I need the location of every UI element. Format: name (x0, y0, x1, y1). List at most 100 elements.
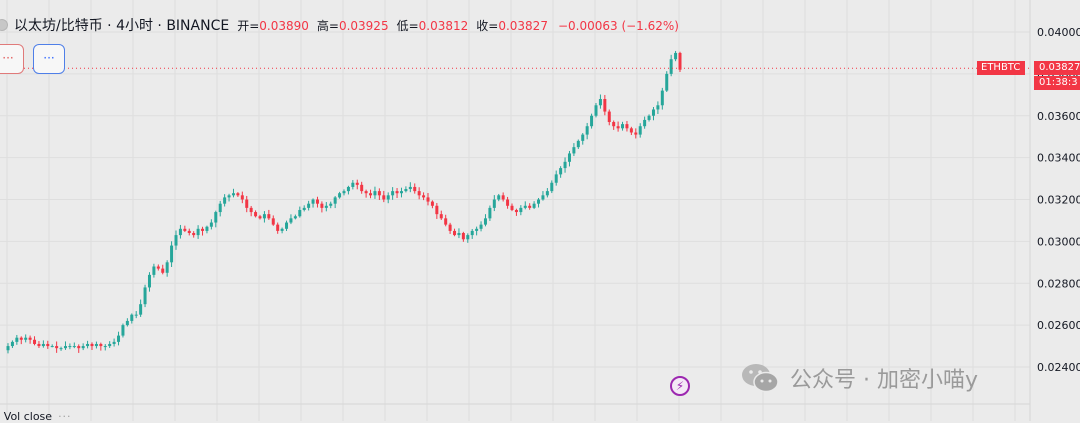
candle-body (201, 228, 205, 231)
candle-body (519, 207, 523, 213)
candle-body (395, 191, 399, 194)
candle-body (267, 214, 271, 219)
volume-label: H Vol close (0, 410, 53, 423)
candle-body (360, 184, 364, 192)
candle-body (669, 59, 673, 74)
symbol-price-tag: ETHBTC (977, 61, 1025, 75)
candle-body (152, 266, 156, 275)
candle-body (541, 195, 545, 200)
price-tick-label: 0.03400 (1037, 152, 1080, 165)
candle-body (28, 337, 32, 340)
candle-body (178, 228, 182, 236)
candle-body (271, 218, 275, 225)
candle-body (338, 193, 342, 198)
candle-body (130, 314, 134, 321)
candle-body (426, 197, 430, 202)
candle-body (479, 224, 483, 229)
candle-body (19, 337, 23, 340)
candle-body (408, 186, 412, 190)
candle-body (24, 337, 28, 340)
candle-body (510, 205, 514, 210)
candle-body (258, 216, 262, 219)
watermark: 公众号 · 加密小喵y (740, 360, 978, 396)
last-price-tag: 0.03827 (1034, 61, 1080, 75)
candle-body (404, 189, 408, 192)
candle-body (545, 191, 549, 196)
candle-body (475, 228, 479, 231)
buy-button[interactable]: ··· (33, 44, 65, 74)
candle-body (46, 343, 50, 347)
candle-body (214, 212, 218, 223)
candle-body (492, 199, 496, 208)
candle-body (506, 199, 510, 206)
candle-body (572, 147, 576, 154)
candle-body (68, 346, 72, 348)
candle-body (108, 343, 112, 347)
candle-body (621, 124, 625, 129)
candle-body (554, 174, 558, 183)
candle-body (537, 199, 541, 204)
candle-body (227, 195, 231, 198)
candle-body (86, 343, 90, 347)
watermark-text: 公众号 · 加密小喵y (790, 368, 978, 393)
candle-body (603, 99, 607, 112)
candle-body (355, 182, 359, 185)
candle-body (550, 182, 554, 192)
candle-body (678, 52, 682, 70)
candle-body (63, 346, 67, 349)
candle-body (559, 168, 563, 175)
lightning-icon[interactable]: ⚡ (670, 376, 690, 396)
candle-body (143, 287, 147, 305)
candle-body (103, 346, 107, 348)
candle-body (417, 191, 421, 196)
volume-legend[interactable]: H Vol close ··· (0, 410, 72, 423)
candle-body (651, 109, 655, 116)
candle-body (643, 119, 647, 127)
candle-body (293, 216, 297, 219)
candle-body (563, 161, 567, 169)
candle-body (147, 274, 151, 288)
price-tick-label: 0.02600 (1037, 319, 1080, 332)
candle-body (218, 203, 222, 213)
candle-body (59, 348, 63, 350)
candle-body (236, 193, 240, 196)
candle-body (245, 199, 249, 208)
open-value: 0.03890 (259, 18, 309, 33)
candle-body (373, 191, 377, 196)
candle-body (501, 195, 505, 200)
symbol-title[interactable]: 以太坊/比特币 · 4小时 · BINANCE (14, 18, 230, 34)
candle-body (33, 339, 37, 344)
volume-more-dots[interactable]: ··· (58, 410, 72, 423)
candle-body (634, 132, 638, 135)
candle-body (280, 228, 284, 231)
candle-body (435, 205, 439, 215)
candle-body (364, 191, 368, 194)
candle-body (629, 128, 633, 133)
candle-body (333, 197, 337, 204)
candle-body (112, 341, 116, 344)
candle-body (488, 207, 492, 219)
candle-body (483, 218, 487, 225)
candle-body (90, 343, 94, 347)
candle-body (386, 195, 390, 200)
candle-body (399, 191, 403, 194)
candle-body (262, 214, 266, 219)
open-label: 开= (237, 18, 260, 33)
candle-body (391, 191, 395, 196)
candle-body (231, 193, 235, 196)
ohlc-values: 开=0.03890 高=0.03925 低=0.03812 收=0.03827 −0.0… (237, 17, 679, 34)
candle-body (382, 195, 386, 200)
price-tick-label: 0.03000 (1037, 235, 1080, 248)
candle-body (187, 230, 191, 233)
candle-body (249, 207, 253, 213)
candle-body (329, 203, 333, 206)
legend-header: 以太坊/比特币 · 4小时 · BINANCE 开=0.03890 高=0.039… (0, 14, 679, 36)
sell-button[interactable]: ··· (0, 44, 24, 74)
candle-body (598, 99, 602, 106)
candle-body (612, 122, 616, 127)
candle-body (276, 224, 280, 231)
candle-body (94, 343, 98, 347)
candle-body (638, 126, 642, 135)
candle-body (50, 346, 54, 348)
